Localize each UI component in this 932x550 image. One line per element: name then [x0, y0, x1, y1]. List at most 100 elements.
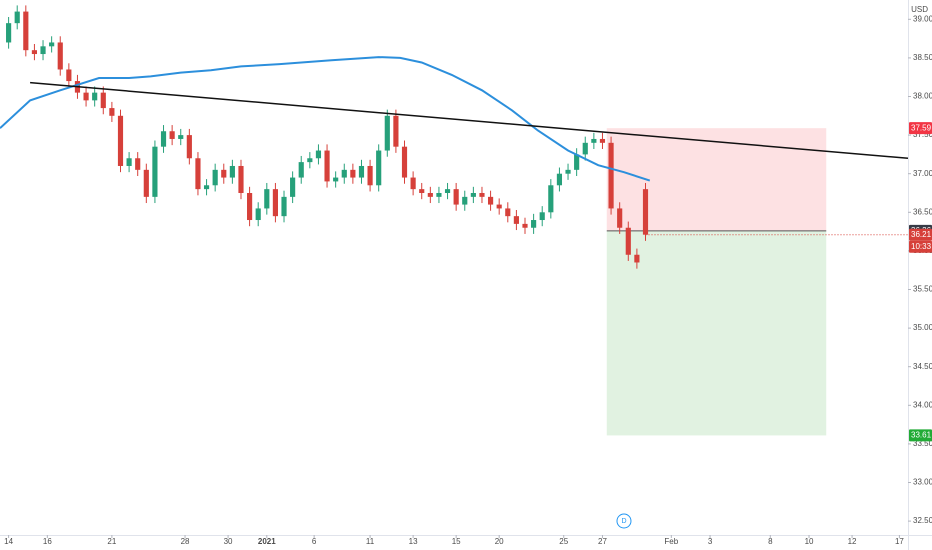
- candle-body: [307, 158, 313, 163]
- candle-body: [23, 11, 29, 51]
- x-tick-label: 2021: [258, 537, 276, 546]
- x-tick-label: 25: [559, 537, 568, 546]
- candle-body: [531, 220, 537, 228]
- x-tick-label: 10: [805, 537, 814, 546]
- y-tick-label: 37.50: [913, 130, 932, 139]
- candle-body: [384, 115, 390, 151]
- candle-body: [117, 115, 124, 166]
- candle-body: [14, 11, 20, 24]
- candle-body: [169, 131, 175, 139]
- y-tick-label: 36.50: [913, 207, 932, 216]
- candle-body: [135, 158, 141, 170]
- price-tag: [909, 228, 932, 241]
- candle-body: [617, 208, 623, 228]
- candle-body: [341, 169, 347, 178]
- candle-body: [160, 131, 167, 147]
- y-tick-label: 34.00: [913, 400, 932, 409]
- price-tag-label: 36.21: [911, 230, 932, 239]
- candle-body: [548, 185, 554, 213]
- countdown-tag: [909, 240, 932, 253]
- x-tick-label: 13: [409, 537, 418, 546]
- candle-body: [539, 212, 545, 221]
- candle-body: [57, 42, 63, 70]
- x-tick-label: 20: [495, 537, 504, 546]
- price-tag-label: 37.59: [911, 123, 932, 132]
- candle-body: [522, 223, 528, 228]
- candle-body: [350, 169, 356, 178]
- candle-body: [367, 165, 373, 186]
- candle-body: [444, 189, 451, 194]
- candle-body: [419, 189, 425, 194]
- candle-body: [143, 169, 149, 197]
- countdown-label: 10:33: [911, 242, 932, 251]
- candle-body: [109, 108, 115, 116]
- candle-body: [31, 50, 38, 55]
- candle-body: [178, 135, 184, 139]
- candle-body: [393, 115, 399, 147]
- candle-body: [100, 92, 106, 109]
- candle-body: [642, 189, 649, 235]
- candle-body: [195, 158, 201, 190]
- y-tick-label: 35.00: [913, 323, 932, 332]
- y-tick-label: 35.50: [913, 285, 932, 294]
- candle-body: [453, 189, 459, 205]
- candle-body: [264, 189, 270, 209]
- x-tick-label: 6: [312, 537, 317, 546]
- x-tick-label: 28: [181, 537, 190, 546]
- candle-body: [608, 142, 614, 209]
- y-tick-label: 37.00: [913, 169, 932, 178]
- x-tick-label: 3: [708, 537, 713, 546]
- candle-body: [92, 92, 98, 101]
- candle-body: [229, 165, 235, 178]
- candle-body: [436, 193, 442, 197]
- candle-body: [126, 158, 132, 166]
- candle-body: [582, 142, 588, 155]
- candle-body: [272, 189, 278, 217]
- candle-body: [470, 193, 476, 197]
- candle-body: [565, 169, 571, 174]
- candle-body: [298, 162, 304, 178]
- candle-body: [634, 254, 640, 263]
- trend-line: [30, 81, 909, 160]
- candle-body: [281, 196, 287, 217]
- x-tick-label: 8: [768, 537, 773, 546]
- y-tick-label: 33.00: [913, 478, 932, 487]
- price-tag-label: 33.61: [911, 431, 932, 440]
- y-tick-label: 38.00: [913, 92, 932, 101]
- candle-body: [556, 173, 563, 186]
- candle-body: [212, 169, 218, 186]
- candle-body: [152, 146, 158, 197]
- candle-body: [49, 42, 55, 47]
- x-tick-label: 27: [598, 537, 607, 546]
- event-marker-label: D: [621, 518, 626, 525]
- x-tick-label: 14: [4, 537, 13, 546]
- candle-body: [186, 135, 192, 159]
- candle-body: [333, 177, 339, 182]
- target-zone: [606, 230, 827, 436]
- candle-body: [462, 196, 468, 205]
- x-tick-label: 12: [848, 537, 857, 546]
- candle-body: [487, 196, 494, 205]
- candle-body: [40, 46, 46, 55]
- candle-body: [496, 204, 502, 209]
- candle-body: [83, 92, 89, 101]
- event-marker: [616, 513, 632, 529]
- x-tick-label: 30: [224, 537, 233, 546]
- moving-average: [0, 56, 651, 182]
- stop-zone: [606, 128, 827, 231]
- candle-body: [479, 193, 485, 197]
- candle-body: [376, 150, 382, 186]
- price-tag: [909, 429, 932, 442]
- y-tick-label: 34.50: [913, 362, 932, 371]
- candle-body: [625, 227, 631, 255]
- x-tick-label: 15: [452, 537, 461, 546]
- x-tick-label: 16: [43, 537, 52, 546]
- candle-body: [591, 138, 597, 143]
- candle-body: [221, 169, 227, 178]
- y-tick-label: 39.00: [913, 14, 932, 23]
- y-tick-label: 38.50: [913, 53, 932, 62]
- candle-body: [203, 185, 210, 190]
- x-tick-label: 11: [366, 537, 375, 546]
